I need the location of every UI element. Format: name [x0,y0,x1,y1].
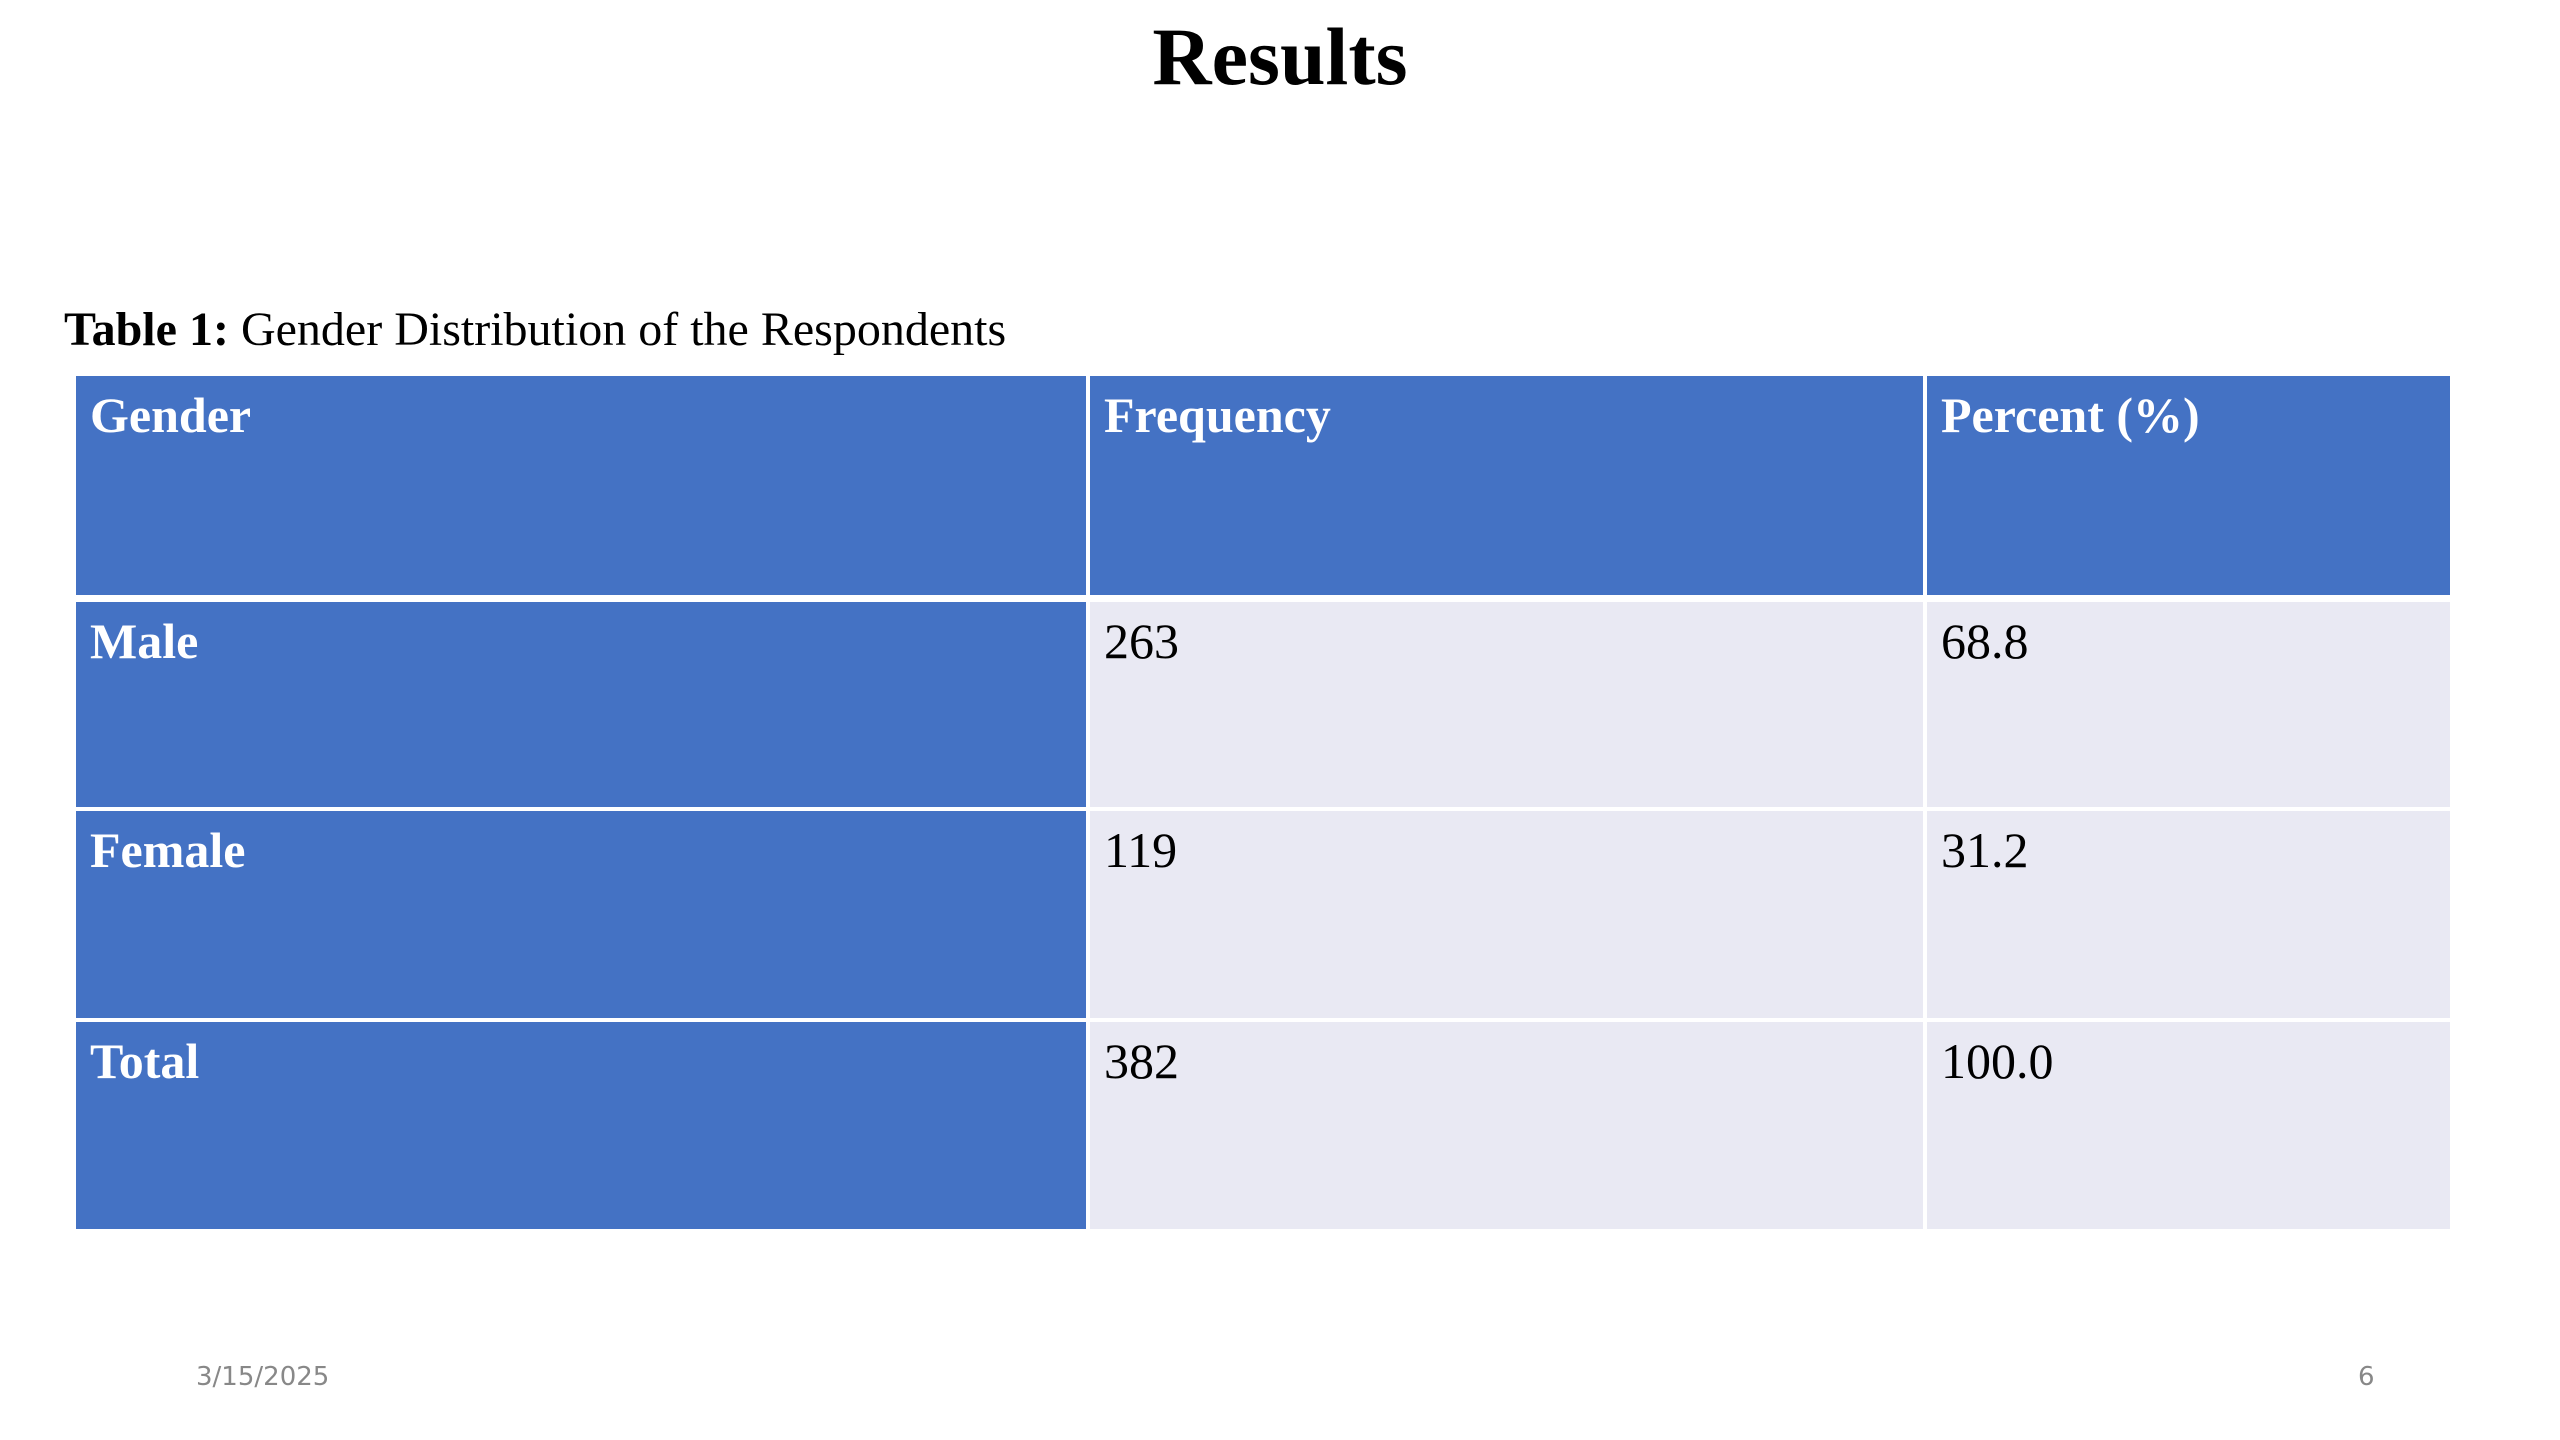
header-cell: Gender [72,372,1090,602]
caption-text: Gender Distribution of the Respondents [240,303,1007,356]
cell: 68.8 [1923,596,2454,811]
table-row: Female 119 31.2 [72,807,2454,1022]
header-row: Gender Frequency Percent (%) [72,372,2454,602]
slide-title: Results [1152,11,1408,102]
row-label: Male [72,596,1090,811]
page-number: 6 [2358,1362,2375,1392]
row-label: Total [72,1018,1090,1233]
header-cell: Frequency [1086,372,1927,602]
cell: 100.0 [1923,1018,2454,1233]
cell: 382 [1086,1018,1927,1233]
header-cell: Percent (%) [1923,372,2454,602]
table-caption: Table 1: Gender Distribution of the Resp… [64,302,1006,357]
cell: 31.2 [1923,807,2454,1022]
cell: 119 [1086,807,1927,1022]
cell: 263 [1086,596,1927,811]
row-label: Female [72,807,1090,1022]
table-row: Total 382 100.0 [72,1018,2454,1233]
data-table: Gender Frequency Percent (%) Male 263 68.8 Fem… [72,372,2454,1233]
table-row: Male 263 68.8 [72,596,2454,811]
footer-date: 3/15/2025 [196,1362,330,1392]
caption-label: Table 1: [64,303,229,356]
